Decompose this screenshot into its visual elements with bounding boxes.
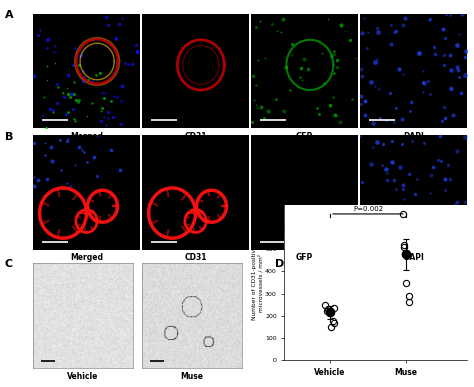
Text: DAPI: DAPI [403,253,424,262]
Text: CD31: CD31 [184,132,207,140]
Text: Vehicle: Vehicle [67,372,99,380]
Text: GFP: GFP [296,132,313,140]
Y-axis label: Number of CD31-positive
microvessels / mm²: Number of CD31-positive microvessels / m… [252,245,264,320]
Text: C: C [5,259,13,269]
Text: DAPI: DAPI [403,132,424,140]
Text: CD31: CD31 [184,253,207,262]
Text: P=0.002: P=0.002 [353,206,383,212]
Text: D: D [275,259,284,269]
Text: GFP: GFP [296,253,313,262]
Text: B: B [5,132,13,142]
Text: A: A [5,10,13,20]
Text: Merged: Merged [70,132,103,140]
Text: Muse: Muse [181,372,203,380]
Text: Merged: Merged [70,253,103,262]
